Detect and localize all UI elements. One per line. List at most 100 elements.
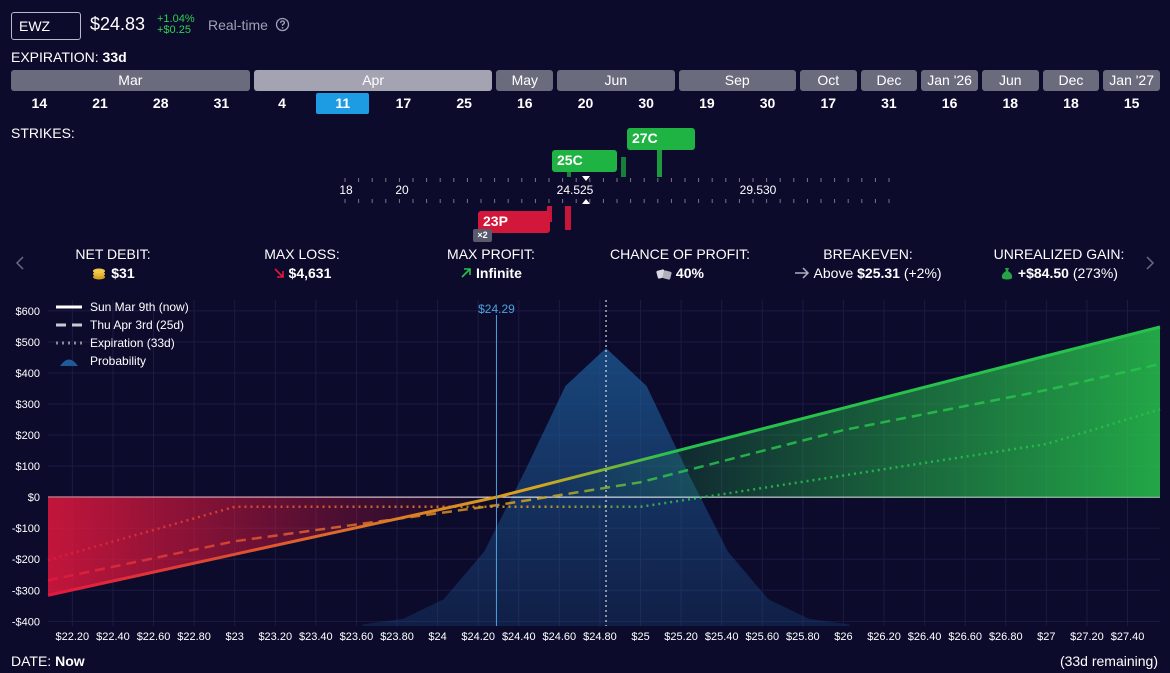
ticker-input[interactable]: EWZ: [11, 12, 81, 40]
stat-value: 40%: [675, 265, 704, 281]
help-icon[interactable]: [275, 17, 290, 32]
date-option[interactable]: 30: [759, 95, 776, 111]
price: $24.83: [90, 14, 146, 34]
month-tab[interactable]: Jun: [557, 70, 675, 91]
x-tick-label: $22.60: [137, 631, 171, 643]
stat-value: $31: [111, 265, 135, 281]
x-tick-label: $26: [834, 631, 852, 643]
expiration-value: 33d: [102, 49, 127, 65]
month-tab[interactable]: Jan '27: [1103, 70, 1160, 91]
stat-value: Infinite: [476, 265, 522, 281]
month-tab[interactable]: Sep: [678, 70, 796, 91]
x-tick-label: $24.40: [502, 631, 536, 643]
next-arrow[interactable]: [1144, 256, 1156, 275]
date-option[interactable]: 20: [577, 95, 594, 111]
pnl-area: [48, 327, 1160, 596]
x-tick-label: $25.80: [786, 631, 820, 643]
stat-label: UNREALIZED GAIN:: [993, 246, 1125, 262]
leg-badge[interactable]: 23P: [478, 211, 550, 233]
stat-label: BREAKEVEN:: [823, 246, 913, 262]
y-tick-label: -$400: [12, 616, 40, 628]
date-option[interactable]: 18: [1002, 95, 1019, 111]
stat-suffix: (+2%): [903, 265, 942, 281]
date-option[interactable]: 18: [1063, 95, 1079, 111]
expiration: EXPIRATION: 33d: [11, 49, 127, 65]
price-pointer: [582, 176, 590, 181]
date-option[interactable]: 16: [517, 95, 533, 111]
change-abs: +$0.25: [157, 24, 191, 36]
strikes-label: STRIKES:: [11, 125, 75, 141]
date-option[interactable]: 31: [213, 95, 230, 111]
leg-badge[interactable]: 25C: [552, 150, 617, 172]
month-tab[interactable]: Jun: [981, 70, 1039, 91]
stat-label: MAX LOSS:: [264, 246, 340, 262]
date-option[interactable]: 16: [941, 95, 958, 111]
strike-label: 18: [339, 183, 353, 197]
y-tick-label: $500: [16, 337, 40, 349]
y-tick-label: -$300: [12, 585, 40, 597]
month-tab[interactable]: May: [496, 70, 554, 91]
oi-bar: [565, 206, 571, 230]
stat-suffix: (273%): [1072, 265, 1118, 281]
y-tick-label: $300: [16, 399, 40, 411]
ticker: EWZ: [19, 18, 51, 34]
strike-label: 20: [395, 183, 409, 197]
stat: MAX PROFIT: Infinite: [381, 246, 601, 281]
x-tick-label: $25: [631, 631, 649, 643]
month-tab[interactable]: Mar: [11, 70, 250, 91]
y-tick-label: $600: [16, 306, 40, 318]
x-tick-label: $22.20: [56, 631, 90, 643]
date-option[interactable]: 14: [31, 95, 48, 111]
month-tab[interactable]: Jan '26: [921, 70, 978, 91]
date-option[interactable]: 19: [699, 95, 715, 111]
date-value: Now: [55, 653, 85, 669]
date-option[interactable]: 31: [881, 95, 897, 111]
expiration-label: EXPIRATION:: [11, 49, 99, 65]
date-option[interactable]: 15: [1123, 95, 1140, 111]
x-tick-label: $24.60: [543, 631, 577, 643]
x-tick-label: $26.80: [989, 631, 1023, 643]
stat-label: CHANCE OF PROFIT:: [609, 246, 750, 262]
leg-label: 27C: [632, 130, 658, 146]
date-option[interactable]: 25: [456, 95, 472, 111]
date-option[interactable]: 21: [92, 95, 108, 111]
leg-badge[interactable]: 27C: [627, 128, 695, 150]
y-tick-label: $100: [16, 461, 40, 473]
legend-label: Thu Apr 3rd (25d): [90, 318, 184, 332]
price-pointer: [582, 199, 590, 204]
x-tick-label: $22.40: [96, 631, 130, 643]
stat-label: MAX PROFIT:: [447, 246, 535, 262]
date: DATE: Now: [11, 653, 85, 669]
x-tick-label: $23.20: [258, 631, 292, 643]
stat-value: $4,631: [288, 265, 332, 281]
x-tick-label: $23.40: [299, 631, 333, 643]
date-option[interactable]: 17: [395, 95, 412, 111]
x-tick-label: $26.40: [908, 631, 942, 643]
legend-swatch: [60, 359, 78, 366]
y-tick-label: -$100: [12, 523, 40, 535]
date-option[interactable]: 28: [152, 95, 169, 111]
date-option[interactable]: 11: [316, 93, 370, 114]
stat: UNREALIZED GAIN: +$84.50 (273%): [949, 246, 1169, 281]
month-tab[interactable]: Apr: [253, 70, 493, 91]
date-option[interactable]: 4: [278, 95, 286, 111]
date-label: DATE:: [11, 653, 52, 669]
date-option[interactable]: 17: [820, 95, 837, 111]
month-tab[interactable]: Dec: [1042, 70, 1100, 91]
stat: NET DEBIT: $31: [3, 246, 223, 281]
stat-value: $25.31: [857, 265, 900, 281]
prev-arrow[interactable]: [14, 256, 26, 275]
x-tick-label: $25.20: [664, 631, 698, 643]
realtime: Real-time: [208, 17, 268, 33]
y-tick-label: $400: [16, 368, 40, 380]
date-option[interactable]: 30: [638, 95, 654, 111]
month-tab[interactable]: Oct: [799, 70, 857, 91]
month-tab[interactable]: Dec: [860, 70, 918, 91]
x-tick-label: $23.80: [380, 631, 414, 643]
strike-label: 24.525: [557, 183, 594, 197]
x-tick-label: $26.60: [948, 631, 982, 643]
y-tick-label: $0: [28, 492, 40, 504]
x-tick-label: $23.60: [340, 631, 374, 643]
leg-label: 23P: [483, 213, 508, 229]
